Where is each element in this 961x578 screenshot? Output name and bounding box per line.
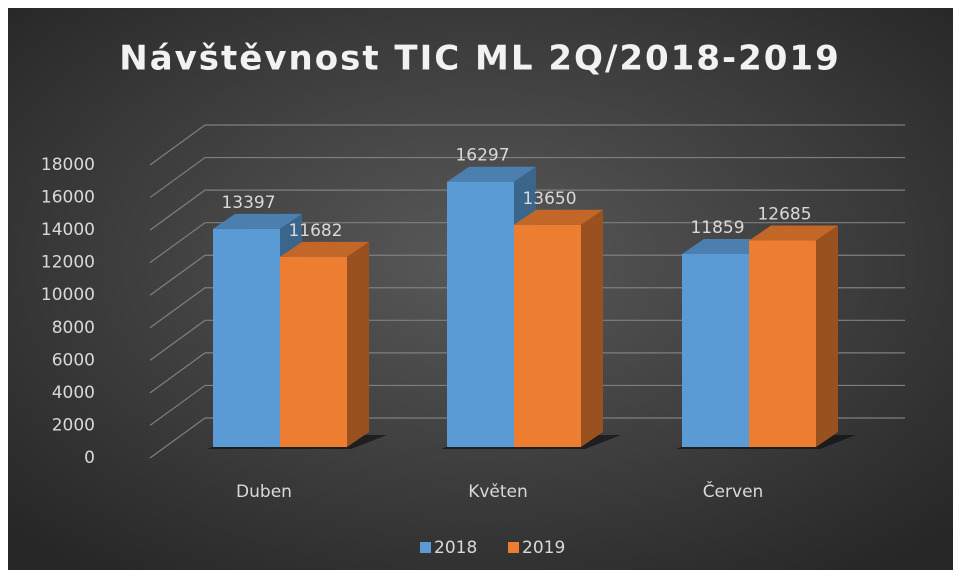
y-tick-label: 2000 — [52, 415, 95, 435]
bar-side — [347, 241, 369, 447]
bar — [280, 256, 347, 447]
y-tick-label: 12000 — [41, 253, 95, 273]
bar-side — [581, 209, 603, 447]
legend-label: 2019 — [522, 538, 565, 558]
legend-swatch — [508, 542, 519, 553]
x-tick-label: Červen — [703, 480, 764, 502]
bar — [514, 224, 581, 447]
bar-top — [447, 166, 536, 182]
data-label: 13650 — [522, 189, 576, 209]
bar-top — [749, 225, 838, 241]
y-tick-label: 14000 — [41, 220, 95, 240]
grid-line — [149, 222, 905, 264]
bar — [213, 228, 280, 447]
grid-line — [149, 124, 905, 166]
y-tick-label: 8000 — [52, 318, 95, 338]
bar-top — [514, 209, 603, 225]
y-tick-label: 18000 — [41, 155, 95, 175]
bar-top — [280, 241, 369, 257]
bar-top — [682, 238, 771, 254]
x-tick-label: Duben — [236, 482, 292, 502]
grid-line — [149, 189, 905, 231]
grid-line — [149, 156, 905, 199]
y-tick-label: 4000 — [52, 383, 95, 403]
y-tick-label: 6000 — [52, 350, 95, 370]
y-tick-label: 16000 — [41, 188, 95, 208]
grid-line — [149, 319, 905, 361]
data-label: 11859 — [690, 218, 744, 238]
x-tick-label: Květen — [468, 482, 528, 502]
bar — [749, 240, 816, 447]
chart-title: Návštěvnost TIC ML 2Q/2018-2019 — [119, 39, 840, 79]
y-tick-label: 10000 — [41, 285, 95, 305]
grid-line — [149, 417, 905, 459]
bar-side — [816, 225, 838, 447]
data-label: 16297 — [455, 146, 509, 166]
data-label: 11682 — [288, 221, 342, 241]
grid-line — [149, 352, 905, 394]
data-label: 12685 — [757, 205, 811, 225]
bar — [447, 181, 514, 447]
legend-label: 2018 — [434, 538, 477, 558]
bar — [682, 253, 749, 447]
data-label: 13397 — [221, 193, 275, 213]
grid-line — [149, 254, 905, 296]
y-tick-label: 0 — [84, 448, 95, 468]
grid-line — [149, 384, 905, 426]
legend-swatch — [420, 542, 431, 553]
bar-top — [213, 213, 302, 229]
grid-line — [149, 287, 905, 329]
